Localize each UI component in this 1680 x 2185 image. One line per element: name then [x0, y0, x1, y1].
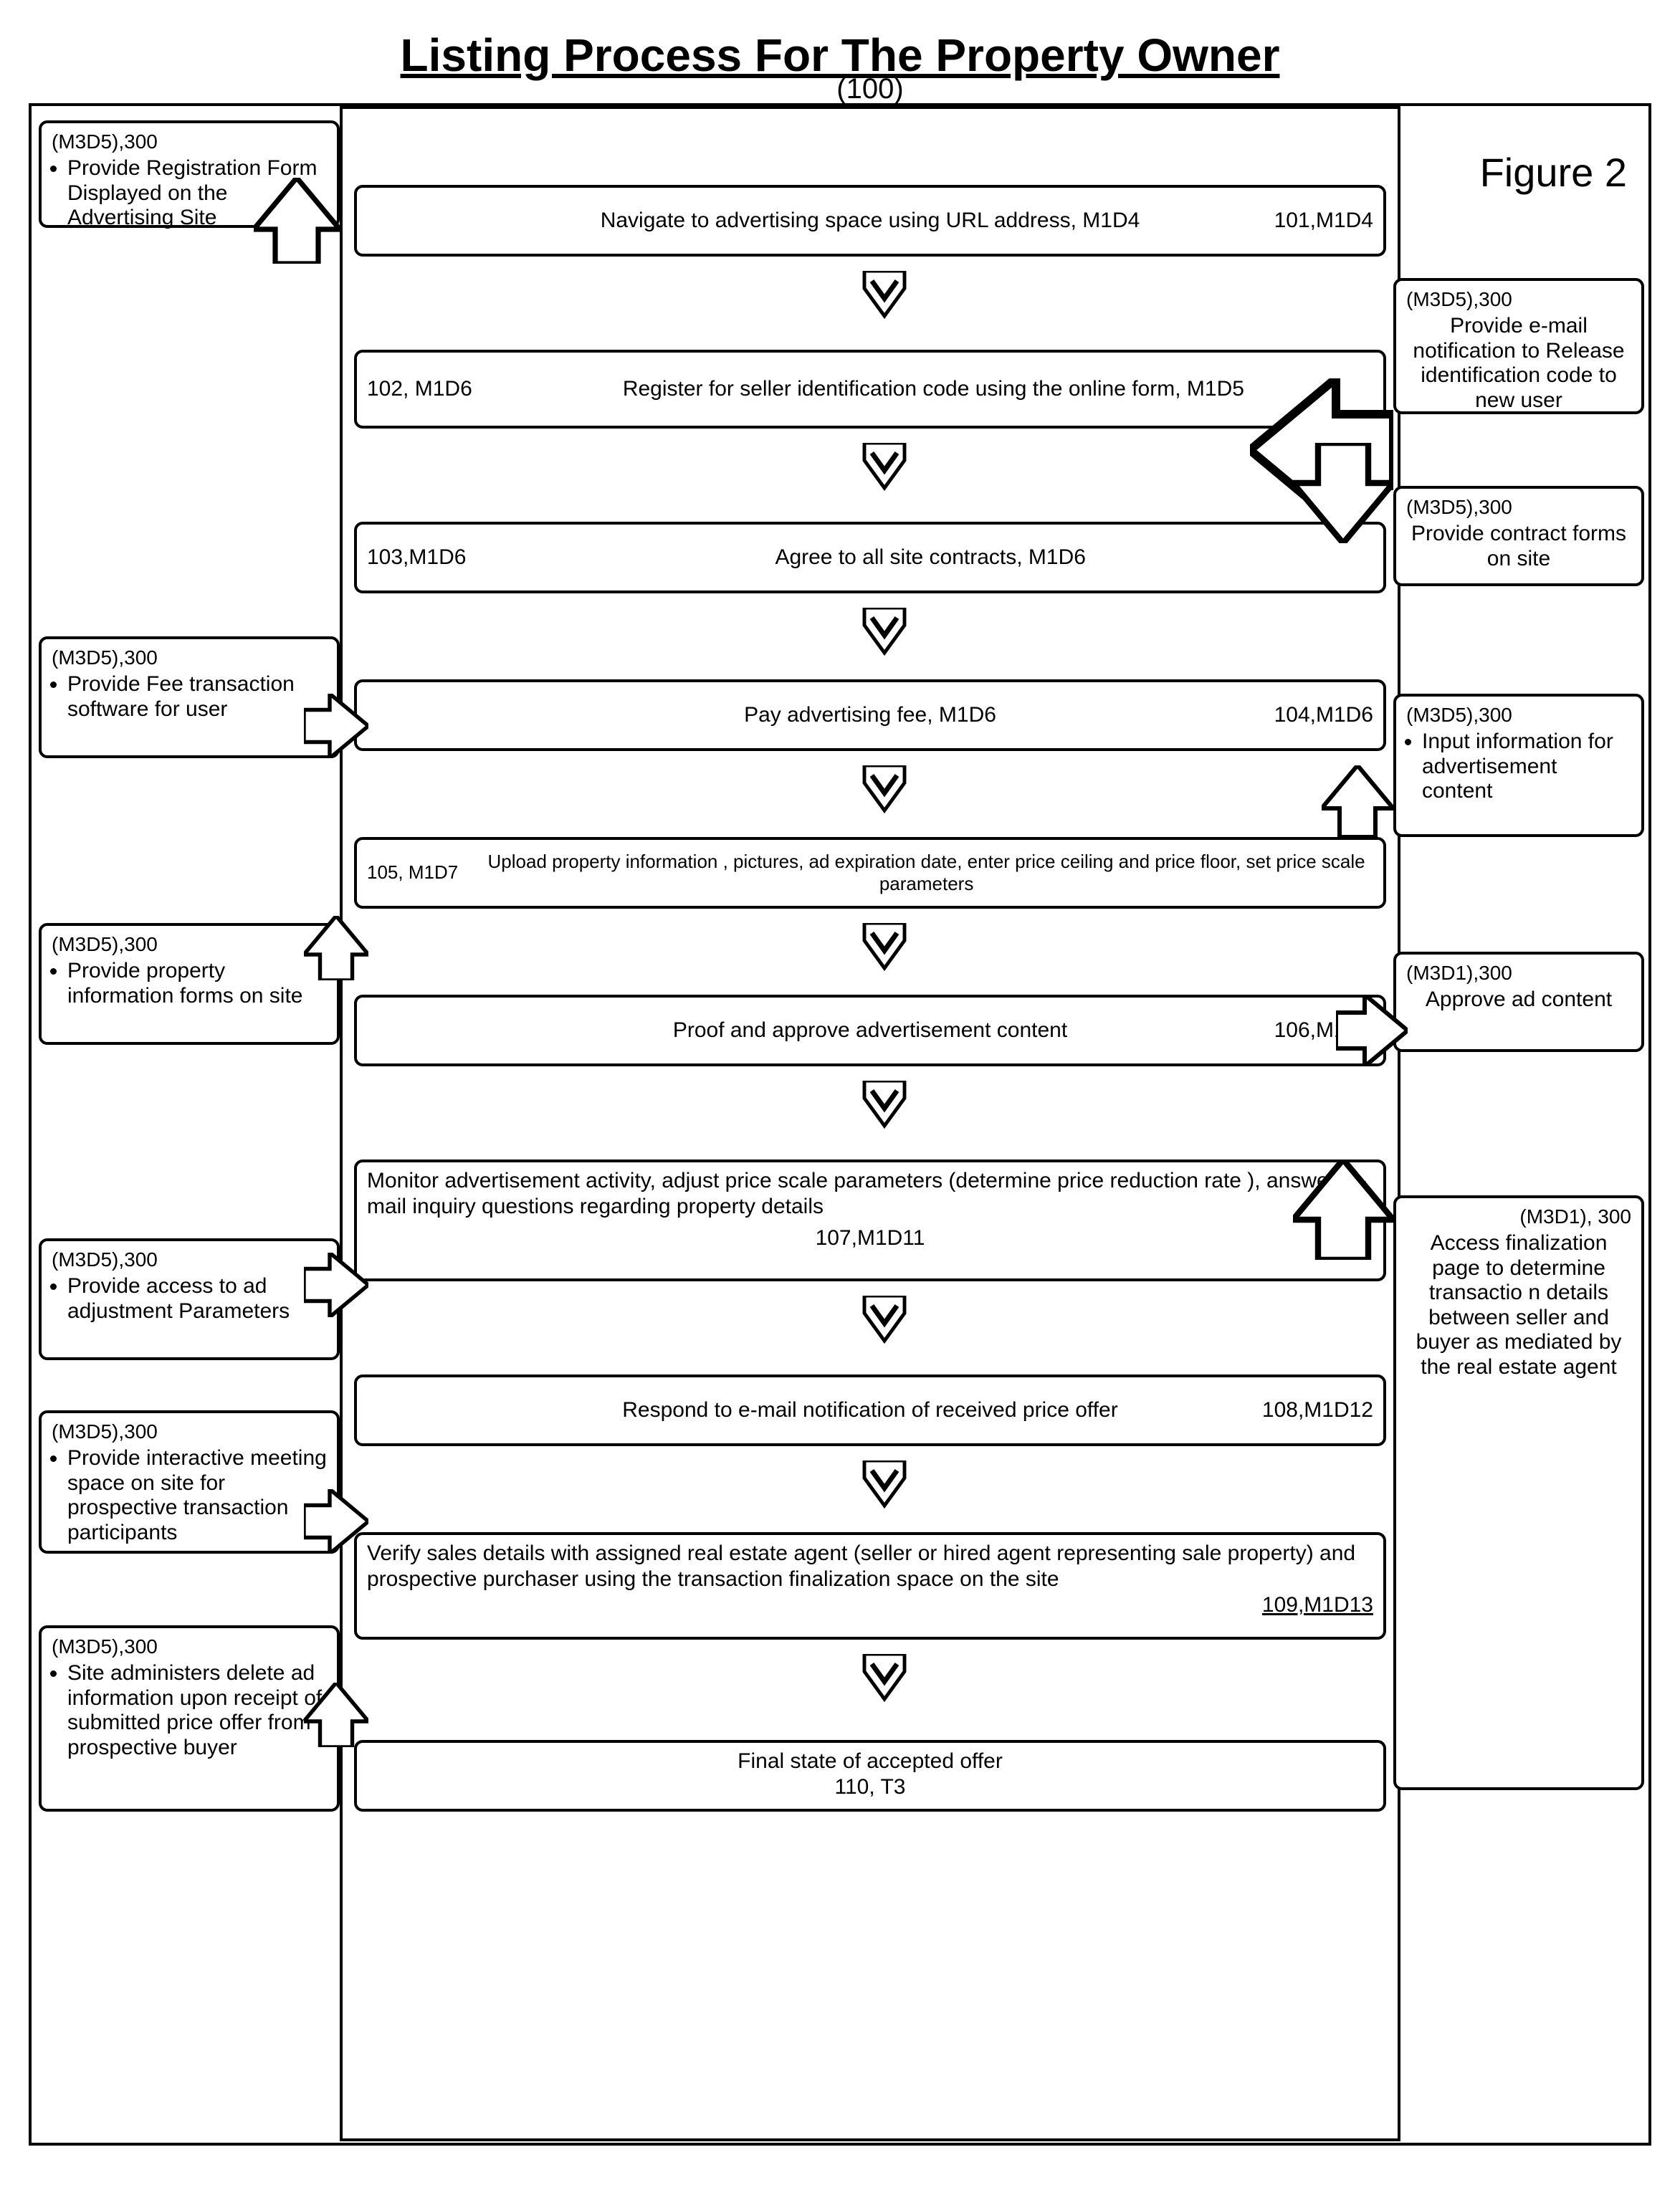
- side-arrow-icon: [1293, 443, 1393, 507]
- flow-arrow-down-icon: [856, 1296, 913, 1346]
- flow-arrow-down-icon: [856, 923, 913, 973]
- flow-step: 103,M1D6Agree to all site contracts, M1D…: [354, 522, 1386, 593]
- group-100-label: (100): [836, 73, 903, 105]
- flow-step: Final state of accepted offer110, T3: [354, 1740, 1386, 1812]
- figure-label: Figure 2: [1480, 149, 1627, 196]
- side-arrow-icon: [304, 694, 368, 780]
- flow-arrow-down-icon: [856, 271, 913, 321]
- side-arrow-icon: [304, 1253, 368, 1339]
- side-arrow-icon: [304, 1683, 368, 1769]
- side-note-right: (M3D5),300Input information for advertis…: [1393, 694, 1644, 837]
- flow-step: 102, M1D6Register for seller identificat…: [354, 350, 1386, 429]
- flow-arrow-down-icon: [856, 1654, 913, 1704]
- flow-step: Respond to e-mail notification of receiv…: [354, 1374, 1386, 1446]
- side-note-right: (M3D5),300Provide e-mail notification to…: [1393, 278, 1644, 414]
- side-note-right: (M3D1), 300Access finalization page to d…: [1393, 1195, 1644, 1790]
- diagram-canvas: (100) Navigate to advertising space usin…: [29, 103, 1651, 2146]
- flow-arrow-down-icon: [856, 1460, 913, 1511]
- side-note-right: (M3D1),300Approve ad content: [1393, 952, 1644, 1052]
- flow-arrow-down-icon: [856, 765, 913, 816]
- flow-step: Monitor advertisement activity, adjust p…: [354, 1160, 1386, 1281]
- flow-step: Verify sales details with assigned real …: [354, 1532, 1386, 1640]
- side-arrow-icon: [304, 916, 368, 1002]
- side-arrow-icon: [1322, 765, 1393, 837]
- side-arrow-icon: [1336, 995, 1408, 1081]
- flow-step: Navigate to advertising space using URL …: [354, 185, 1386, 257]
- flow-arrow-down-icon: [856, 1081, 913, 1131]
- side-arrow-icon: [254, 178, 340, 264]
- side-arrow-icon: [1293, 1160, 1393, 1246]
- side-note-left: (M3D5),300Provide access to ad adjustmen…: [39, 1238, 340, 1360]
- flow-step: 105, M1D7Upload property information , p…: [354, 837, 1386, 909]
- side-arrow-icon: [1250, 378, 1393, 443]
- side-note-left: (M3D5),300Provide interactive meeting sp…: [39, 1410, 340, 1554]
- side-note-left: (M3D5),300Provide property information f…: [39, 923, 340, 1045]
- flow-step: Proof and approve advertisement content1…: [354, 995, 1386, 1066]
- flow-arrow-down-icon: [856, 443, 913, 493]
- side-arrow-icon: [304, 1489, 368, 1575]
- side-note-right: (M3D5),300Provide contract forms on site: [1393, 486, 1644, 586]
- flow-step: Pay advertising fee, M1D6104,M1D6: [354, 679, 1386, 751]
- side-note-left: (M3D5),300Provide Fee transaction softwa…: [39, 636, 340, 758]
- side-note-left: (M3D5),300Site administers delete ad inf…: [39, 1625, 340, 1812]
- flow-arrow-down-icon: [856, 608, 913, 658]
